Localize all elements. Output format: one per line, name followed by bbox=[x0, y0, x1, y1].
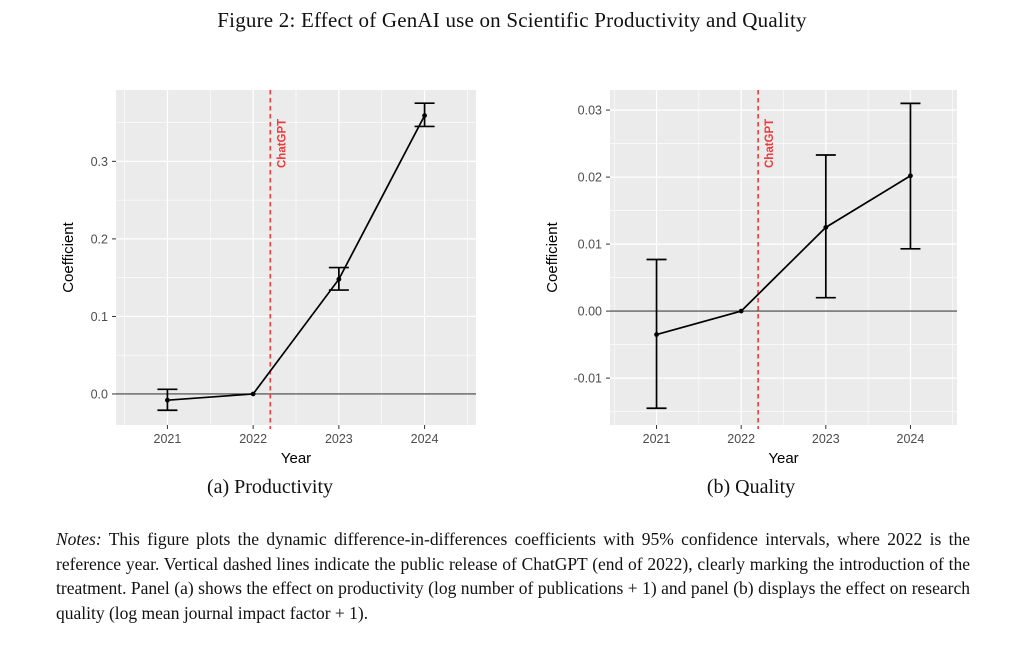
coefficient-line bbox=[167, 115, 426, 402]
x-tick-label: 2023 bbox=[325, 432, 353, 446]
x-tick-label: 2024 bbox=[411, 432, 439, 446]
y-axis-title: Coefficient bbox=[544, 221, 561, 292]
x-tick-label: 2022 bbox=[239, 432, 267, 446]
chatgpt-label: ChatGPT bbox=[764, 119, 776, 168]
x-tick-label: 2023 bbox=[812, 432, 840, 446]
data-point-2021 bbox=[165, 397, 170, 403]
data-point-2023 bbox=[823, 224, 829, 230]
y-axis-title: Coefficient bbox=[60, 221, 77, 292]
y-tick-label: -0.01 bbox=[574, 372, 603, 386]
y-tick-label: 0.2 bbox=[91, 232, 108, 246]
data-point-2022 bbox=[250, 391, 256, 397]
y-tick-label: 0.03 bbox=[578, 104, 602, 118]
y-tick-label: 0.00 bbox=[578, 305, 602, 319]
y-tick-label: 0.02 bbox=[578, 171, 602, 185]
figure-notes: Notes: This figure plots the dynamic dif… bbox=[56, 527, 970, 625]
y-tick-label: 0.1 bbox=[91, 310, 108, 324]
x-axis-title: Year bbox=[281, 450, 311, 467]
notes-label: Notes: bbox=[56, 529, 102, 549]
caption-panel-a: (a) Productivity bbox=[206, 476, 334, 498]
x-tick-label: 2021 bbox=[154, 432, 182, 446]
x-axis-title: Year bbox=[768, 450, 798, 467]
y-tick-label: 0.3 bbox=[91, 155, 108, 169]
data-point-2024 bbox=[422, 113, 427, 118]
y-tick-label: 0.01 bbox=[578, 238, 602, 252]
data-point-2021 bbox=[654, 332, 659, 337]
panel-a-chart: ChatGPT 2021 2022 2023 2024 Year 0.0 0.1 0.2 0.3 C… bbox=[60, 90, 476, 467]
data-point-2024 bbox=[908, 173, 913, 179]
x-tick-label: 2022 bbox=[727, 432, 755, 446]
coefficient-line bbox=[656, 175, 911, 336]
x-tick-label: 2024 bbox=[897, 432, 925, 446]
data-point-2022 bbox=[738, 308, 744, 314]
caption-panel-b: (b) Quality bbox=[706, 476, 796, 498]
data-point-2023 bbox=[336, 276, 342, 282]
chatgpt-label: ChatGPT bbox=[276, 119, 288, 168]
x-tick-label: 2021 bbox=[643, 432, 671, 446]
notes-text: This figure plots the dynamic difference… bbox=[56, 529, 970, 623]
figure-title: Figure 2: Effect of GenAI use on Scienti… bbox=[217, 8, 807, 32]
panel-b-chart: ChatGPT 2021 2022 2023 2024 Year -0.01 0.00 0.01… bbox=[544, 90, 957, 467]
y-tick-label: 0.0 bbox=[91, 387, 108, 401]
